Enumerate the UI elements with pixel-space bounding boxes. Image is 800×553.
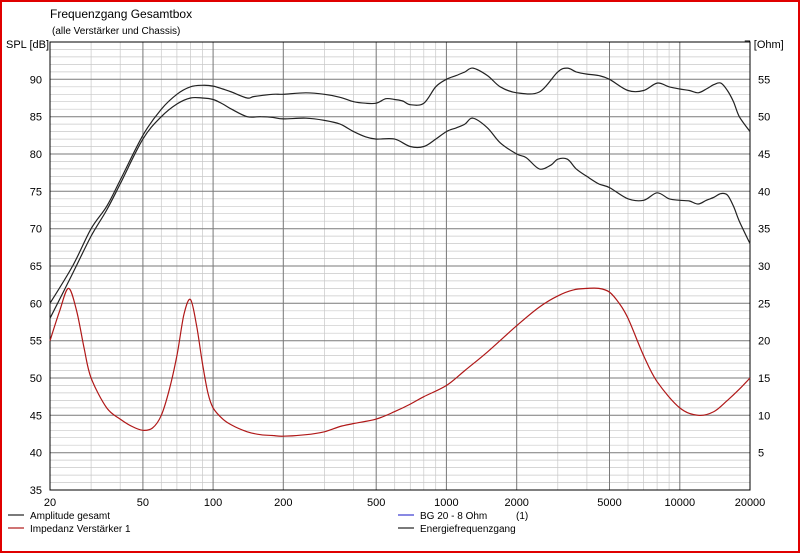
y-right-tick-label: 40 xyxy=(758,186,770,198)
series-group xyxy=(49,67,751,437)
legend: Amplitude gesamt Impedanz Verstärker 1 BG … xyxy=(8,511,528,535)
y-left-tick-label: 45 xyxy=(30,410,42,422)
y-left-tick-label: 50 xyxy=(30,373,42,385)
y-left-tick-label: 35 xyxy=(30,485,42,497)
legend-suffix: (1) xyxy=(516,511,528,522)
legend-label: BG 20 - 8 Ohm xyxy=(420,511,487,522)
plot-frame xyxy=(49,41,751,491)
y-left-tick-label: 85 xyxy=(30,112,42,124)
x-tick-label: 10000 xyxy=(665,497,696,509)
y-left-tick-label: 75 xyxy=(30,186,42,198)
y-left-tick-label: 55 xyxy=(30,336,42,348)
y-right-tick-label: 15 xyxy=(758,373,770,385)
chart-subtitle: (alle Verstärker und Chassis) xyxy=(52,26,180,37)
y-axis-right-label: Z [Ohm] xyxy=(744,39,784,51)
y-left-tick-label: 80 xyxy=(30,149,42,161)
y-right-tick-label: 25 xyxy=(758,298,770,310)
y-left-tick-label: 40 xyxy=(30,448,42,460)
y-axis-right-ticks: 5 10 15 20 25 30 35 40 45 50 55 xyxy=(758,74,770,459)
x-tick-label: 20 xyxy=(44,497,56,509)
y-axis-left-ticks: 35 40 45 50 55 60 65 70 75 80 85 90 xyxy=(30,74,42,497)
legend-label: Amplitude gesamt xyxy=(30,511,110,522)
x-axis-ticks: 20 50 100 200 500 1000 2000 5000 10000 20000 xyxy=(44,497,765,509)
y-axis-left-label: SPL [dB] xyxy=(6,39,49,51)
legend-label: Energiefrequenzgang xyxy=(420,524,516,535)
x-tick-label: 2000 xyxy=(504,497,528,509)
series-line-2 xyxy=(49,67,751,304)
x-tick-label: 200 xyxy=(274,497,292,509)
x-tick-label: 5000 xyxy=(597,497,621,509)
y-right-tick-label: 20 xyxy=(758,336,770,348)
y-right-tick-label: 55 xyxy=(758,74,770,86)
x-tick-label: 1000 xyxy=(434,497,458,509)
y-right-tick-label: 30 xyxy=(758,261,770,273)
y-right-tick-label: 10 xyxy=(758,410,770,422)
y-left-tick-label: 65 xyxy=(30,261,42,273)
series-line-0 xyxy=(49,96,751,319)
y-left-tick-label: 90 xyxy=(30,74,42,86)
series-line-1 xyxy=(49,287,751,437)
y-left-tick-label: 60 xyxy=(30,298,42,310)
legend-label: Impedanz Verstärker 1 xyxy=(30,524,131,535)
chart-title: Frequenzgang Gesamtbox xyxy=(50,7,192,21)
y-right-tick-label: 5 xyxy=(758,448,764,460)
x-tick-label: 500 xyxy=(367,497,385,509)
y-left-tick-label: 70 xyxy=(30,224,42,236)
y-right-tick-label: 50 xyxy=(758,112,770,124)
y-right-tick-label: 35 xyxy=(758,224,770,236)
x-tick-label: 100 xyxy=(204,497,222,509)
x-tick-label: 50 xyxy=(137,497,149,509)
y-right-tick-label: 45 xyxy=(758,149,770,161)
x-tick-label: 20000 xyxy=(735,497,766,509)
